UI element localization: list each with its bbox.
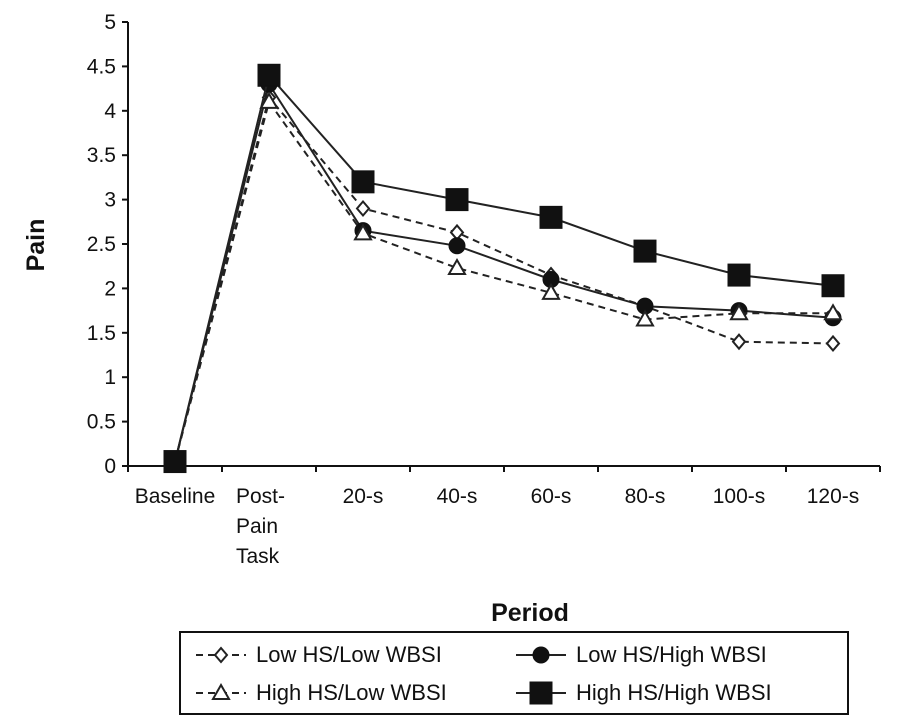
x-tick-label-line: Baseline: [135, 485, 216, 508]
y-tick-label: 5: [104, 11, 116, 34]
legend-swatch-marker: [532, 646, 550, 664]
legend-item: High HS/High WBSI: [516, 680, 772, 705]
legend-swatch-marker: [529, 681, 553, 705]
y-axis-title: Pain: [22, 219, 50, 272]
data-point: [353, 223, 373, 241]
series-line: [174, 81, 834, 462]
x-tick-label-line: Pain: [236, 515, 278, 538]
data-point: [355, 199, 371, 218]
x-tick-label: Baseline: [135, 485, 216, 508]
x-tick-label-line: 40-s: [437, 485, 478, 508]
y-tick-label: 0.5: [87, 411, 116, 434]
legend-swatch-marker: [211, 682, 231, 700]
data-point: [259, 91, 279, 109]
data-point: [351, 170, 375, 194]
legend-label: High HS/High WBSI: [576, 680, 772, 705]
legend-swatch-marker: [213, 646, 229, 664]
x-tick-label: 60-s: [531, 485, 572, 508]
x-tick-label: Post- Pain Task: [236, 485, 285, 568]
data-point: [729, 303, 749, 321]
x-tick-label-line: 80-s: [625, 485, 666, 508]
axes: 0 0.5 1 1.5 2 2.5 3 3.5 4 4.5 5 Baseline Post- Pain Ta…: [87, 11, 881, 568]
x-tick-label: 120-s: [807, 485, 860, 508]
x-axis-title: Period: [491, 599, 569, 627]
data-point: [731, 333, 747, 351]
legend: Low HS/Low WBSI Low HS/High WBSI High HS/L…: [179, 631, 849, 715]
x-tick-label-line: 60-s: [531, 485, 572, 508]
x-tick-label: 40-s: [437, 485, 478, 508]
series-line: [174, 73, 834, 462]
data-point: [163, 450, 187, 474]
data-point: [633, 239, 657, 263]
x-tick-label-line: Task: [236, 545, 280, 568]
data-point: [727, 263, 751, 287]
y-tick-label: 4.5: [87, 55, 116, 78]
x-tick-label-line: 20-s: [343, 485, 384, 508]
series-line: [174, 95, 834, 462]
y-tick-label: 0: [104, 455, 116, 478]
series-4: [163, 63, 845, 474]
data-point: [448, 237, 466, 255]
y-tick-label: 4: [104, 100, 116, 123]
series-layer: [163, 63, 845, 474]
x-tick-label: 80-s: [625, 485, 666, 508]
data-point: [823, 303, 843, 321]
legend-item: High HS/Low WBSI: [196, 680, 447, 705]
y-tick-label: 3: [104, 189, 116, 212]
series-line: [174, 99, 833, 462]
legend-item: Low HS/High WBSI: [516, 642, 767, 667]
y-tick-label: 1.5: [87, 322, 116, 345]
y-tick-label: 2.5: [87, 233, 116, 256]
y-tick-label: 3.5: [87, 144, 116, 167]
data-point: [539, 205, 563, 229]
x-tick-label-line: Post-: [236, 485, 285, 508]
x-tick-label: 100-s: [713, 485, 766, 508]
y-tick-label: 2: [104, 277, 116, 300]
legend-label: Low HS/Low WBSI: [256, 642, 442, 667]
x-tick-label: 20-s: [343, 485, 384, 508]
data-point: [257, 63, 281, 87]
legend-box: [179, 631, 849, 715]
data-point: [635, 309, 655, 327]
data-point: [541, 282, 561, 300]
data-point: [447, 257, 467, 275]
legend-label: Low HS/High WBSI: [576, 642, 767, 667]
x-tick-label-line: 120-s: [807, 485, 860, 508]
x-tick-label-line: 100-s: [713, 485, 766, 508]
data-point: [825, 334, 841, 352]
legend-item: Low HS/Low WBSI: [196, 642, 442, 667]
y-tick-label: 1: [104, 366, 116, 389]
data-point: [445, 188, 469, 212]
data-point: [821, 274, 845, 298]
legend-label: High HS/Low WBSI: [256, 680, 447, 705]
